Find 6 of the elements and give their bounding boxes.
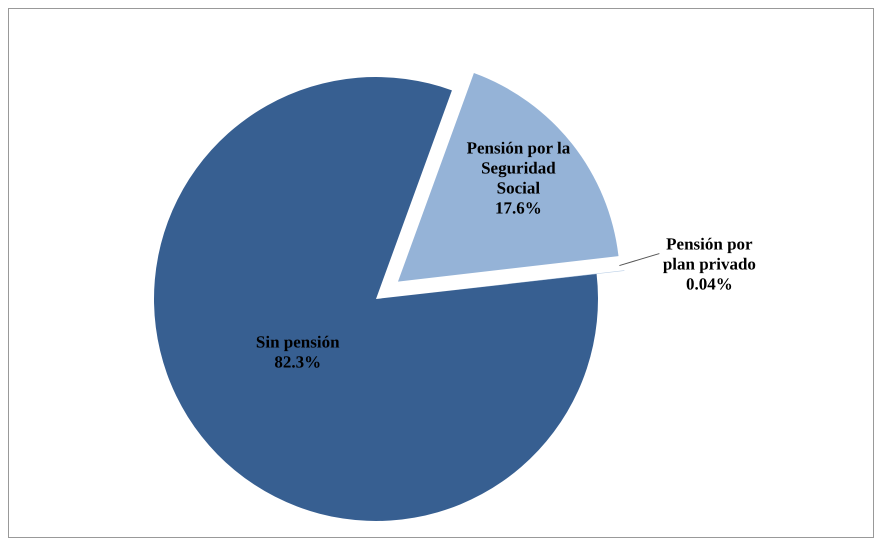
slice-label: Pensión por la Seguridad Social — [466, 138, 571, 198]
slice-label: Sin pensión — [256, 332, 340, 352]
data-label: 82.3% — [274, 352, 322, 372]
data-label: 0.04% — [686, 274, 733, 294]
slice-label: Pensión por plan privado — [662, 234, 756, 274]
data-label: 17.6% — [495, 198, 542, 218]
